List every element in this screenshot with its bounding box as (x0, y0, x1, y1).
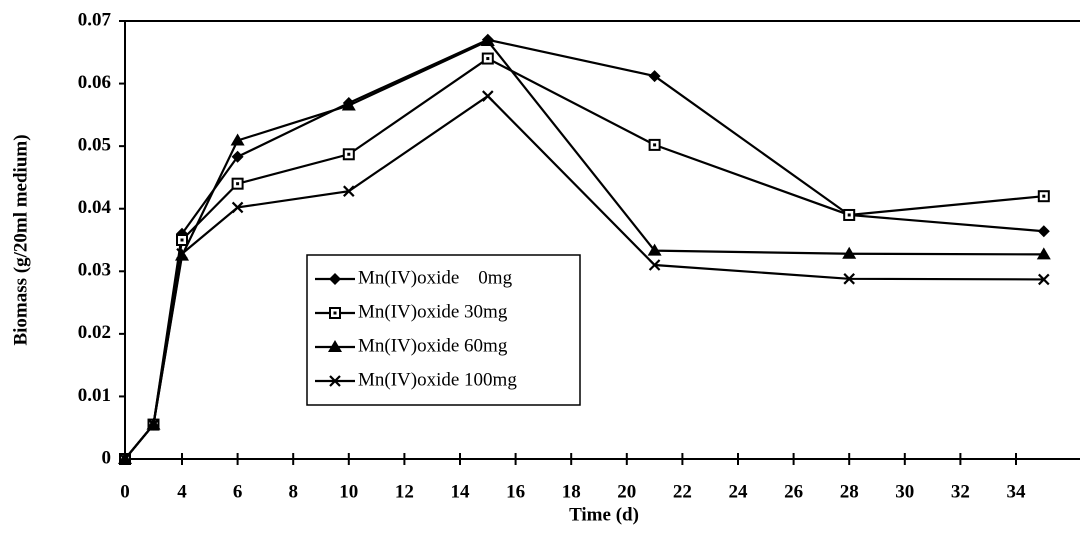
marker (342, 148, 355, 161)
marker (341, 98, 356, 111)
marker (648, 138, 661, 151)
marker-dot (236, 182, 240, 186)
marker (231, 150, 244, 163)
marker (1038, 273, 1050, 286)
plot-area (118, 33, 1051, 465)
marker (843, 273, 855, 285)
legend: Mn(IV)oxide 0mg Mn(IV)oxide 30mg Mn(IV)oxi… (306, 254, 581, 406)
series-line (124, 94, 1044, 460)
marker (647, 243, 662, 256)
x-tick-label: 22 (673, 481, 692, 502)
x-tick-label: 4 (177, 481, 187, 502)
marker-dot (333, 311, 337, 315)
x-tick-label: 30 (895, 481, 914, 502)
series-line (124, 38, 1044, 460)
marker (176, 247, 188, 260)
y-axis-title: Biomass (g/20ml medium) (10, 134, 31, 345)
legend-label: Mn(IV)oxide 60mg (358, 335, 508, 356)
marker (648, 259, 661, 271)
marker (329, 375, 341, 387)
marker (231, 201, 244, 214)
marker (648, 70, 661, 83)
marker-dot (653, 143, 657, 147)
x-tick-label: 10 (339, 481, 358, 502)
marker (843, 208, 856, 221)
marker (329, 307, 341, 319)
y-tick-label: 0.03 (78, 260, 111, 281)
y-tick-label: 0.07 (78, 9, 112, 30)
x-tick-label: 18 (562, 481, 581, 502)
marker (481, 52, 494, 65)
marker (842, 246, 857, 259)
series-line (124, 57, 1044, 460)
series-line (124, 39, 1044, 460)
x-tick-label: 12 (395, 481, 414, 502)
marker-dot (486, 57, 490, 61)
marker (119, 453, 131, 465)
marker (343, 185, 355, 197)
marker (480, 34, 495, 47)
marker (147, 418, 160, 431)
y-tick-label: 0.01 (78, 385, 111, 406)
x-tick-label: 24 (729, 481, 749, 502)
y-tick-label: 0.04 (78, 197, 112, 218)
marker (328, 340, 342, 352)
marker-dot (347, 152, 351, 156)
legend-label: Mn(IV)oxide 0mg (358, 267, 513, 288)
x-tick-label: 0 (120, 481, 130, 502)
x-tick-label: 6 (233, 481, 243, 502)
marker-dot (1042, 194, 1046, 198)
marker (1037, 225, 1050, 238)
legend-label: Mn(IV)oxide 100mg (358, 369, 517, 390)
y-tick-label: 0.06 (78, 72, 111, 93)
marker (329, 273, 341, 285)
x-tick-label: 34 (1007, 481, 1027, 502)
x-axis-title: Time (d) (569, 504, 639, 525)
marker (482, 90, 494, 102)
x-tick-label: 20 (617, 481, 636, 502)
legend-label: Mn(IV)oxide 30mg (358, 301, 508, 322)
x-tick-label: 16 (506, 481, 525, 502)
y-tick-label: 0.05 (78, 135, 111, 156)
y-tick-label: 0 (102, 447, 112, 468)
x-tick-label: 32 (951, 481, 970, 502)
marker (230, 133, 245, 146)
marker (176, 234, 188, 246)
y-tick-label: 0.02 (78, 322, 111, 343)
x-tick-label: 26 (784, 481, 803, 502)
marker-dot (180, 238, 184, 242)
marker-dot (847, 213, 851, 217)
marker (1036, 247, 1051, 260)
x-tick-label: 14 (451, 481, 471, 502)
x-tick-label: 28 (840, 481, 859, 502)
marker (231, 177, 244, 190)
marker (1037, 190, 1050, 203)
x-tick-label: 8 (288, 481, 298, 502)
